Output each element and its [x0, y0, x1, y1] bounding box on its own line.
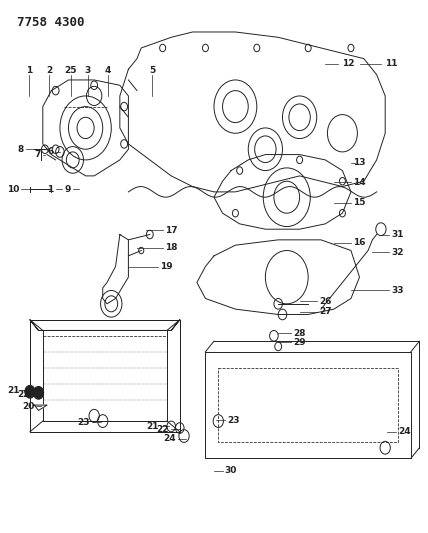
Text: 3: 3 — [85, 66, 91, 75]
Text: 22: 22 — [157, 425, 169, 433]
Text: 27: 27 — [319, 308, 331, 316]
Circle shape — [25, 385, 35, 398]
Text: 20: 20 — [22, 402, 34, 410]
Text: 9: 9 — [64, 185, 71, 193]
Text: 17: 17 — [165, 226, 177, 235]
Text: 24: 24 — [398, 427, 410, 436]
Text: 28: 28 — [293, 329, 306, 337]
Text: 33: 33 — [392, 286, 404, 295]
Polygon shape — [43, 80, 128, 176]
Text: 32: 32 — [392, 248, 404, 256]
Text: 23: 23 — [77, 418, 90, 426]
Text: 11: 11 — [385, 60, 398, 68]
Text: 22: 22 — [18, 390, 30, 399]
Text: 21: 21 — [7, 386, 19, 394]
Text: 24: 24 — [163, 434, 175, 443]
Text: 7: 7 — [34, 150, 41, 159]
Text: 29: 29 — [293, 338, 306, 346]
Text: 26: 26 — [319, 297, 331, 305]
Text: 31: 31 — [392, 230, 404, 239]
Text: 6: 6 — [47, 148, 54, 156]
Text: 19: 19 — [160, 262, 173, 271]
Text: 4: 4 — [105, 66, 111, 75]
Text: 30: 30 — [225, 466, 237, 475]
Polygon shape — [34, 405, 47, 410]
Text: 16: 16 — [353, 238, 366, 247]
Polygon shape — [103, 235, 128, 304]
Text: 10: 10 — [7, 185, 19, 193]
Text: 14: 14 — [353, 178, 366, 187]
Circle shape — [33, 386, 44, 399]
Text: 2: 2 — [46, 66, 52, 75]
Text: 5: 5 — [149, 66, 155, 75]
Text: 12: 12 — [342, 60, 355, 68]
Polygon shape — [197, 240, 360, 314]
Text: 21: 21 — [146, 422, 158, 431]
Text: 13: 13 — [353, 158, 366, 167]
Text: 1: 1 — [47, 185, 54, 193]
Polygon shape — [214, 155, 351, 229]
Text: 8: 8 — [17, 145, 24, 154]
Polygon shape — [30, 320, 180, 432]
Text: 15: 15 — [353, 198, 366, 207]
Text: 25: 25 — [64, 66, 77, 75]
Polygon shape — [120, 32, 385, 192]
Text: 23: 23 — [227, 416, 239, 424]
Text: 18: 18 — [165, 244, 177, 252]
Polygon shape — [30, 320, 180, 330]
Text: 1: 1 — [26, 66, 32, 75]
Text: 7758 4300: 7758 4300 — [17, 16, 85, 29]
